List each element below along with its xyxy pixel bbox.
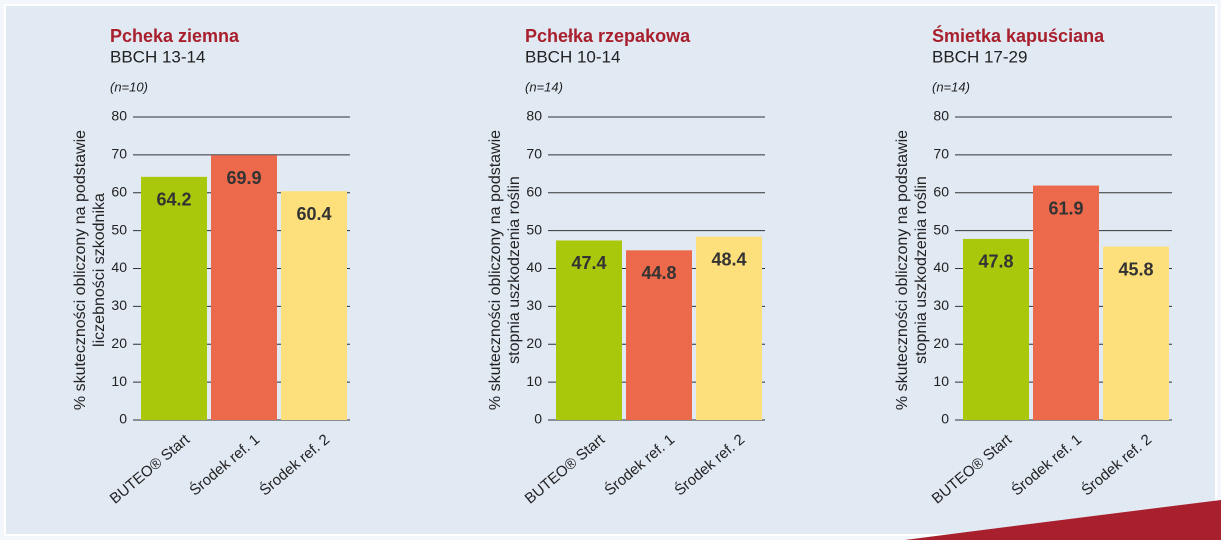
value-label: 69.9 <box>226 168 261 188</box>
chart-title: Śmietka kapuściana <box>932 25 1105 46</box>
y-tick-label: 0 <box>534 411 542 427</box>
value-label: 64.2 <box>156 190 191 210</box>
chart-title: Pcheka ziemna <box>110 26 240 46</box>
y-tick-label: 30 <box>933 297 949 313</box>
bar <box>963 238 1029 420</box>
bar <box>556 240 622 420</box>
bar <box>281 191 347 420</box>
y-tick-label: 60 <box>111 183 127 199</box>
y-tick-label: 40 <box>111 259 127 275</box>
y-tick-label: 10 <box>111 373 127 389</box>
bar <box>1033 185 1099 420</box>
y-axis-label: liczebności szkodnika <box>91 193 108 347</box>
annotation: (n=10) <box>110 79 148 94</box>
y-tick-label: 20 <box>526 335 542 351</box>
y-tick-label: 60 <box>526 183 542 199</box>
bar <box>626 250 692 420</box>
y-tick-label: 80 <box>526 108 542 124</box>
value-label: 47.4 <box>571 253 606 273</box>
y-axis-label: % skuteczności obliczony na podstawie <box>72 130 89 410</box>
bar <box>211 155 277 420</box>
decor-swoosh <box>905 500 1221 540</box>
y-axis-label: % skuteczności obliczony na podstawie <box>894 130 911 410</box>
y-tick-label: 50 <box>111 221 127 237</box>
y-tick-label: 40 <box>526 259 542 275</box>
value-label: 60.4 <box>296 204 331 224</box>
value-label: 48.4 <box>711 249 746 269</box>
value-label: 47.8 <box>978 252 1013 272</box>
bar <box>696 236 762 420</box>
y-tick-label: 70 <box>111 146 127 162</box>
bar <box>1103 246 1169 420</box>
annotation: (n=14) <box>525 79 563 94</box>
y-tick-label: 60 <box>933 183 949 199</box>
chart-title: Pchełka rzepakowa <box>525 26 691 46</box>
y-tick-label: 50 <box>933 221 949 237</box>
y-axis-label: % skuteczności obliczony na podstawie <box>487 130 504 410</box>
y-tick-label: 30 <box>111 297 127 313</box>
value-label: 44.8 <box>641 263 676 283</box>
value-label: 61.9 <box>1048 198 1083 218</box>
y-tick-label: 10 <box>526 373 542 389</box>
annotation: (n=14) <box>932 79 970 94</box>
y-tick-label: 40 <box>933 259 949 275</box>
y-tick-label: 70 <box>526 146 542 162</box>
y-tick-label: 20 <box>933 335 949 351</box>
y-tick-label: 20 <box>111 335 127 351</box>
y-tick-label: 30 <box>526 297 542 313</box>
chart-subtitle: BBCH 13-14 <box>110 47 205 66</box>
value-label: 45.8 <box>1118 259 1153 279</box>
y-tick-label: 80 <box>933 108 949 124</box>
y-tick-label: 50 <box>526 221 542 237</box>
chart-subtitle: BBCH 17-29 <box>932 47 1027 66</box>
y-axis-label: stopnia uszkodzenia roślin <box>913 176 930 364</box>
y-axis-label: stopnia uszkodzenia roślin <box>506 176 523 364</box>
chart-subtitle: BBCH 10-14 <box>525 47 620 66</box>
bar <box>141 176 207 420</box>
y-tick-label: 0 <box>119 411 127 427</box>
y-tick-label: 70 <box>933 146 949 162</box>
y-tick-label: 10 <box>933 373 949 389</box>
y-tick-label: 0 <box>941 411 949 427</box>
y-tick-label: 80 <box>111 108 127 124</box>
